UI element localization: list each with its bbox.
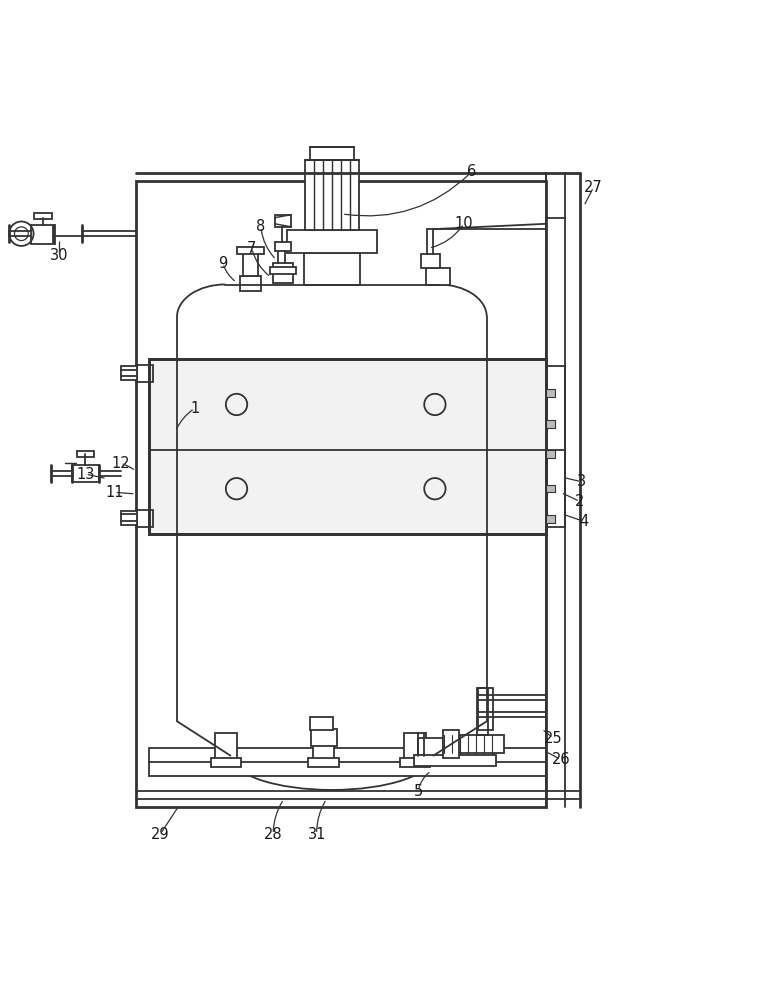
Bar <box>240 276 261 291</box>
Text: 28: 28 <box>264 827 282 842</box>
Text: 11: 11 <box>105 485 124 500</box>
Bar <box>443 730 459 758</box>
Bar <box>136 181 546 807</box>
Bar <box>121 366 137 380</box>
Bar <box>243 251 258 276</box>
Bar <box>477 688 488 735</box>
Bar <box>418 738 494 759</box>
Bar <box>121 511 137 525</box>
Bar <box>34 213 52 219</box>
Text: 7: 7 <box>247 241 256 256</box>
Text: 3: 3 <box>577 474 586 489</box>
Bar <box>305 160 359 230</box>
Text: 8: 8 <box>256 219 266 234</box>
Text: 25: 25 <box>544 731 562 746</box>
Text: 31: 31 <box>307 827 326 842</box>
Bar <box>136 365 153 382</box>
Bar <box>421 254 440 268</box>
Text: 9: 9 <box>218 256 227 271</box>
Bar <box>275 215 291 227</box>
Bar <box>72 465 99 482</box>
Text: 12: 12 <box>111 456 130 471</box>
Text: 30: 30 <box>50 248 69 263</box>
Bar <box>443 735 504 753</box>
Bar <box>77 451 94 457</box>
Bar <box>313 733 334 763</box>
Bar <box>211 758 241 767</box>
Bar <box>149 359 546 534</box>
Text: 5: 5 <box>414 784 423 799</box>
Text: 26: 26 <box>552 752 570 767</box>
Bar <box>546 366 565 527</box>
Bar <box>237 247 264 254</box>
Bar <box>546 485 555 492</box>
Bar <box>400 758 430 767</box>
Bar <box>31 225 55 244</box>
Text: 29: 29 <box>151 827 169 842</box>
Bar <box>310 717 333 730</box>
Bar <box>215 733 237 763</box>
Bar <box>149 748 546 763</box>
Bar <box>311 729 337 746</box>
Text: 4: 4 <box>579 514 588 529</box>
Text: 27: 27 <box>584 180 603 195</box>
Bar <box>273 263 293 283</box>
Bar <box>546 420 555 428</box>
Bar <box>275 242 291 251</box>
Bar <box>546 515 555 523</box>
Bar <box>414 755 496 766</box>
Bar <box>308 758 339 767</box>
Bar <box>478 688 493 730</box>
Text: 1: 1 <box>190 401 199 416</box>
Bar <box>310 147 354 160</box>
Text: 2: 2 <box>575 494 584 509</box>
Bar <box>546 450 555 458</box>
Text: 13: 13 <box>76 467 95 482</box>
Bar <box>136 510 153 527</box>
Bar <box>149 359 546 534</box>
Bar <box>546 389 555 397</box>
Bar <box>149 762 546 776</box>
Bar <box>304 253 360 285</box>
Bar <box>404 733 426 763</box>
Text: 10: 10 <box>455 216 473 231</box>
Bar <box>270 267 296 274</box>
Bar <box>287 230 377 253</box>
Text: 6: 6 <box>467 164 476 179</box>
Bar <box>426 268 450 285</box>
